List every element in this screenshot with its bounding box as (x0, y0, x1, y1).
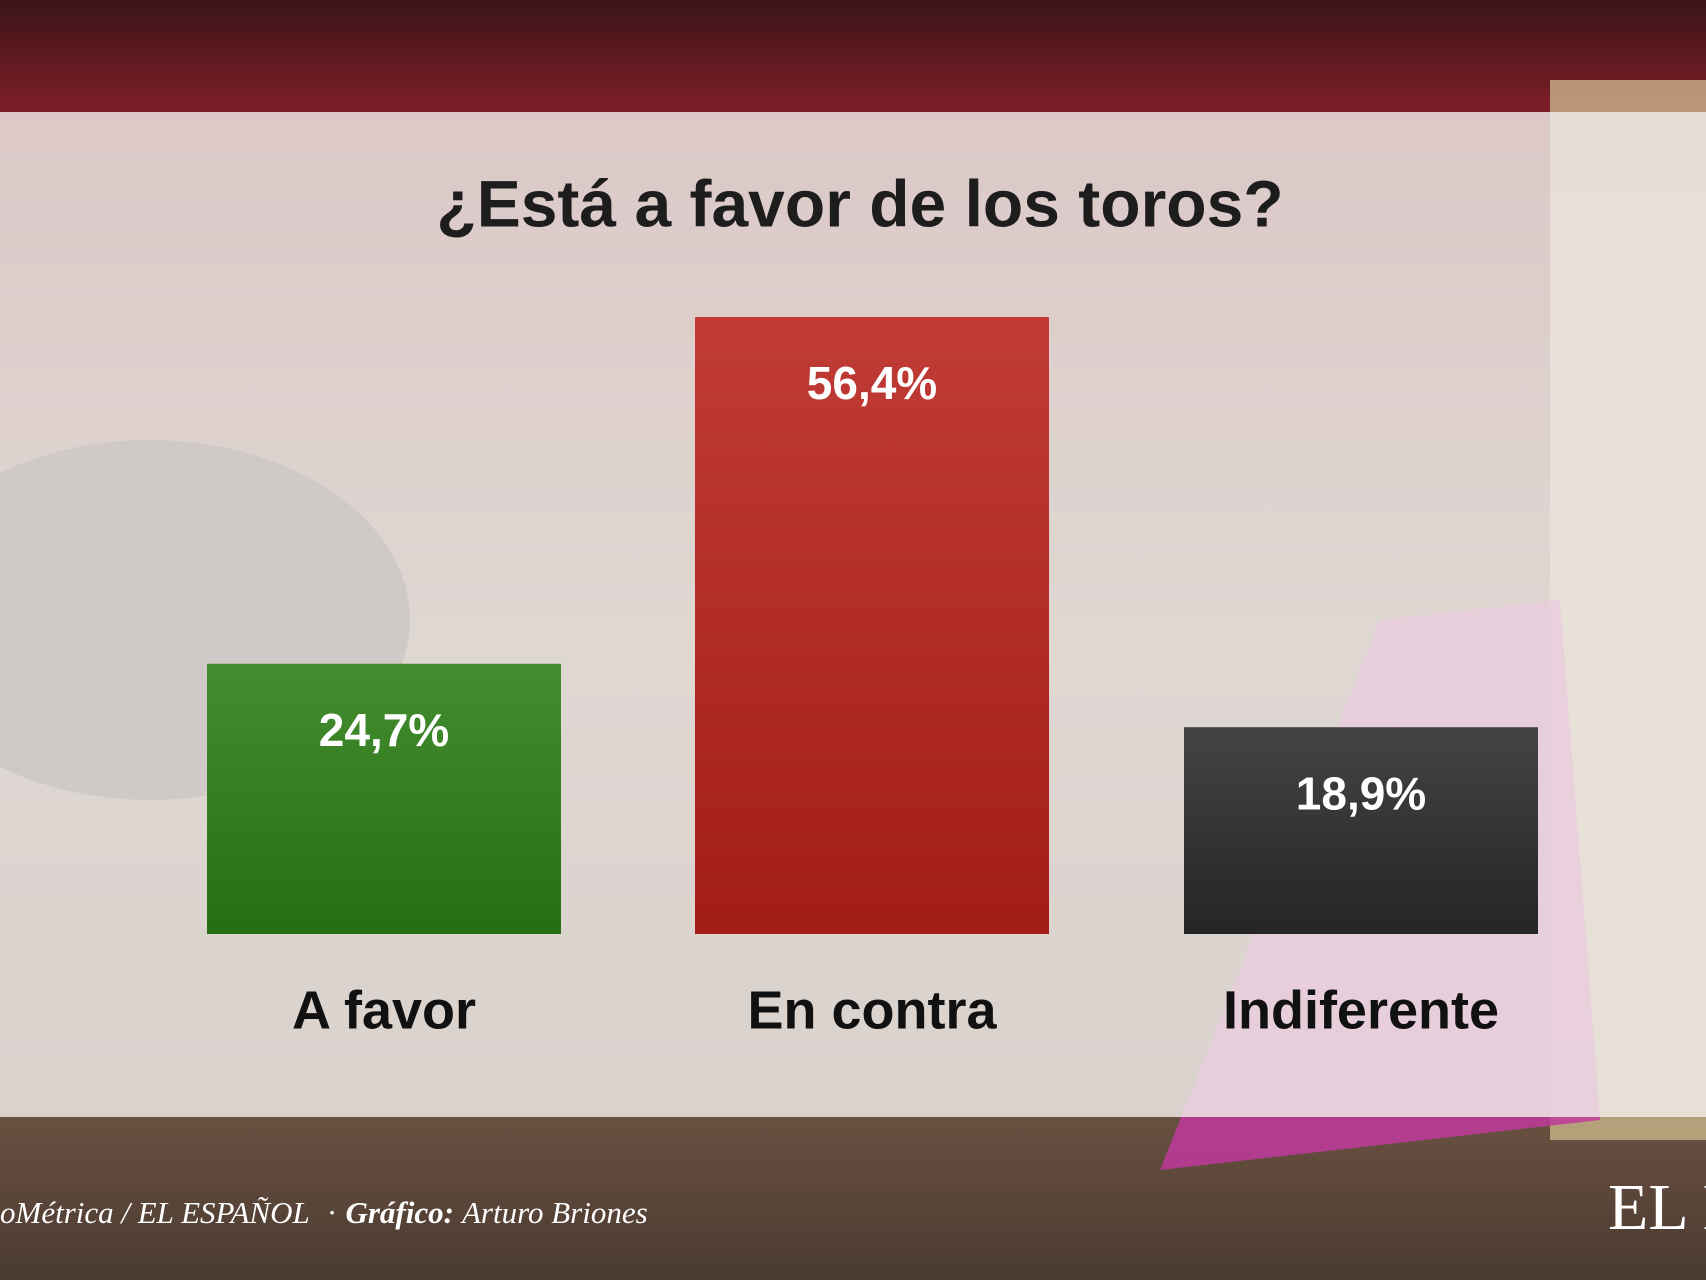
value-label: 56,4% (807, 357, 937, 409)
x-tick-label: A favor (292, 980, 476, 1040)
x-tick-label: Indiferente (1223, 980, 1499, 1040)
separator: · (328, 1195, 336, 1230)
footer-source: oMétrica / EL ESPAÑOL · Gráfico: Arturo Bri… (0, 1195, 648, 1230)
value-label: 18,9% (1296, 767, 1426, 819)
bar-shade (695, 316, 1049, 934)
plot-area: 24,7% A favor 56,4% En contra 18,9% Indiferen… (207, 316, 1538, 1040)
bar-shade (207, 663, 561, 934)
source: oMétrica / EL ESPAÑOL (0, 1195, 310, 1230)
value-label: 24,7% (319, 704, 449, 756)
bar-shade (1184, 727, 1538, 934)
credit: Arturo Briones (460, 1195, 648, 1230)
x-tick-label: En contra (747, 980, 997, 1040)
logo: EL E (1608, 1171, 1706, 1244)
credit-label: Gráfico: (345, 1195, 453, 1230)
chart-title: ¿Está a favor de los toros? (436, 166, 1283, 240)
